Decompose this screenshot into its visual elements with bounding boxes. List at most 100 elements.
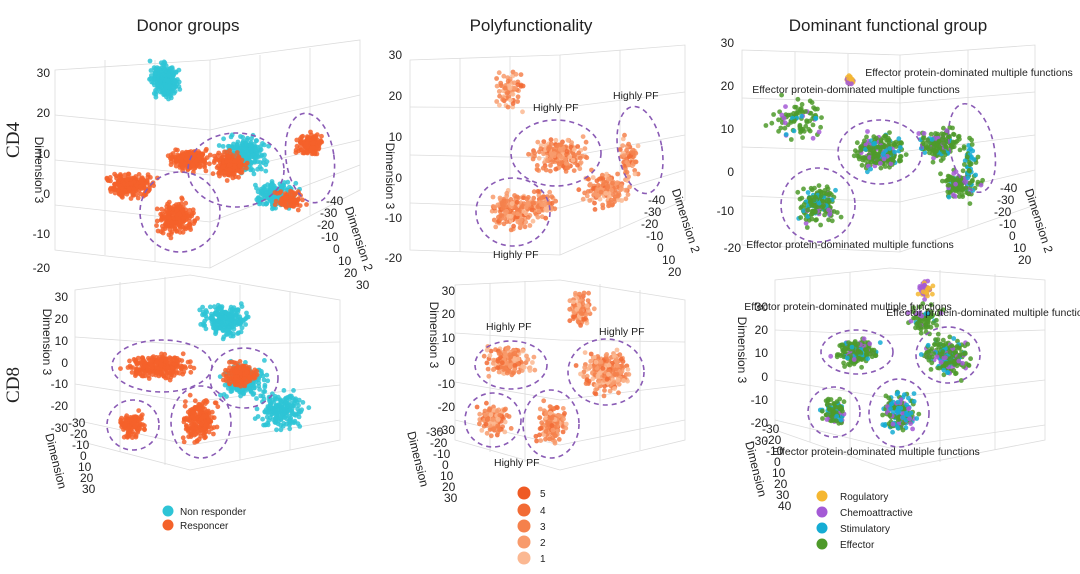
scatter-point bbox=[938, 158, 944, 164]
scatter-point bbox=[530, 200, 536, 206]
scatter-point bbox=[228, 134, 234, 140]
scatter-point bbox=[234, 369, 240, 375]
scatter-point bbox=[782, 120, 788, 126]
scatter-point bbox=[813, 194, 818, 200]
scatter-point bbox=[564, 149, 570, 154]
scatter-point bbox=[202, 322, 208, 328]
scatter-point bbox=[950, 175, 956, 181]
scatter-point bbox=[166, 72, 171, 78]
z-tick: 30 bbox=[82, 482, 96, 496]
scatter-point bbox=[965, 154, 970, 160]
scatter-point bbox=[122, 421, 128, 427]
scatter-point bbox=[296, 403, 301, 408]
scatter-point bbox=[203, 168, 209, 174]
y-tick: 30 bbox=[442, 284, 456, 298]
scatter-point bbox=[253, 138, 259, 144]
scatter-point bbox=[819, 115, 824, 120]
scatter-point bbox=[112, 171, 117, 177]
z-tick: 30 bbox=[356, 278, 370, 292]
scatter-point bbox=[176, 79, 182, 85]
scatter-point bbox=[264, 159, 270, 165]
z-tick: 10 bbox=[338, 254, 352, 268]
scatter-point bbox=[624, 147, 629, 153]
scatter-point bbox=[162, 214, 167, 220]
scatter-point bbox=[147, 187, 152, 193]
scatter-point bbox=[218, 320, 224, 325]
scatter-point bbox=[518, 72, 524, 77]
scatter-point bbox=[262, 389, 268, 394]
scatter-point bbox=[569, 140, 574, 146]
scatter-point bbox=[278, 427, 284, 433]
scatter-point bbox=[172, 355, 178, 361]
scatter-point bbox=[534, 167, 540, 173]
scatter-point bbox=[791, 128, 797, 134]
scatter-point bbox=[921, 135, 926, 141]
scatter-point bbox=[226, 377, 232, 382]
scatter-point bbox=[201, 163, 207, 169]
scatter-point bbox=[183, 200, 189, 206]
scatter-point bbox=[234, 150, 240, 155]
scatter-point bbox=[975, 179, 981, 185]
scatter-point bbox=[801, 202, 807, 207]
scatter-point bbox=[961, 144, 967, 150]
z-tick: -30 bbox=[320, 206, 338, 220]
scatter-point bbox=[808, 212, 814, 217]
scatter-point bbox=[263, 193, 269, 198]
z-tick: 20 bbox=[668, 265, 682, 279]
scatter-point bbox=[818, 124, 823, 130]
scatter-point bbox=[254, 396, 259, 401]
scatter-point bbox=[133, 192, 139, 197]
scatter-point bbox=[530, 218, 536, 224]
scatter-point bbox=[565, 165, 571, 171]
scatter-point bbox=[921, 131, 927, 136]
scatter-point bbox=[196, 436, 202, 442]
scatter-point bbox=[192, 218, 198, 224]
scatter-point bbox=[112, 190, 118, 196]
scatter-point bbox=[606, 203, 611, 209]
scatter-point bbox=[624, 159, 630, 165]
scatter-point bbox=[291, 388, 296, 393]
scatter-point bbox=[227, 167, 233, 173]
scatter-point bbox=[183, 399, 188, 404]
scatter-point bbox=[800, 135, 805, 141]
scatter-point bbox=[804, 225, 810, 230]
scatter-point bbox=[207, 161, 212, 167]
scatter-point bbox=[493, 224, 499, 230]
scatter-point bbox=[807, 128, 813, 134]
scatter-point bbox=[494, 99, 500, 104]
scatter-point bbox=[154, 223, 159, 229]
scatter-point bbox=[144, 180, 150, 186]
scatter-point bbox=[219, 310, 224, 316]
y-tick: 30 bbox=[389, 48, 403, 62]
scatter-point bbox=[223, 367, 228, 373]
scatter-point bbox=[250, 167, 256, 173]
points-cd8-pf bbox=[474, 290, 632, 446]
y-tick: 10 bbox=[55, 334, 69, 348]
scatter-point bbox=[236, 174, 242, 180]
scatter-point bbox=[846, 76, 851, 81]
y-tick: -10 bbox=[385, 211, 403, 225]
scatter-point bbox=[549, 194, 555, 200]
scatter-point bbox=[176, 211, 182, 217]
scatter-point bbox=[215, 163, 221, 169]
scatter-point bbox=[500, 97, 506, 103]
scatter-point bbox=[139, 355, 145, 361]
scatter-point bbox=[148, 68, 154, 73]
y-tick: 20 bbox=[37, 106, 51, 120]
scatter-point bbox=[220, 327, 226, 333]
scatter-point bbox=[254, 406, 260, 412]
scatter-point bbox=[878, 160, 883, 166]
scatter-point bbox=[189, 213, 195, 219]
scatter-point bbox=[882, 164, 888, 169]
scatter-point bbox=[623, 187, 628, 193]
scatter-point bbox=[527, 223, 533, 228]
scatter-point bbox=[818, 189, 824, 195]
scatter-point bbox=[126, 186, 132, 192]
scatter-point bbox=[868, 147, 874, 153]
scatter-point bbox=[180, 150, 185, 155]
scatter-point bbox=[264, 201, 270, 206]
scatter-point bbox=[798, 129, 803, 135]
scatter-point bbox=[220, 154, 225, 160]
scatter-point bbox=[146, 376, 152, 381]
scatter-point bbox=[182, 403, 188, 409]
